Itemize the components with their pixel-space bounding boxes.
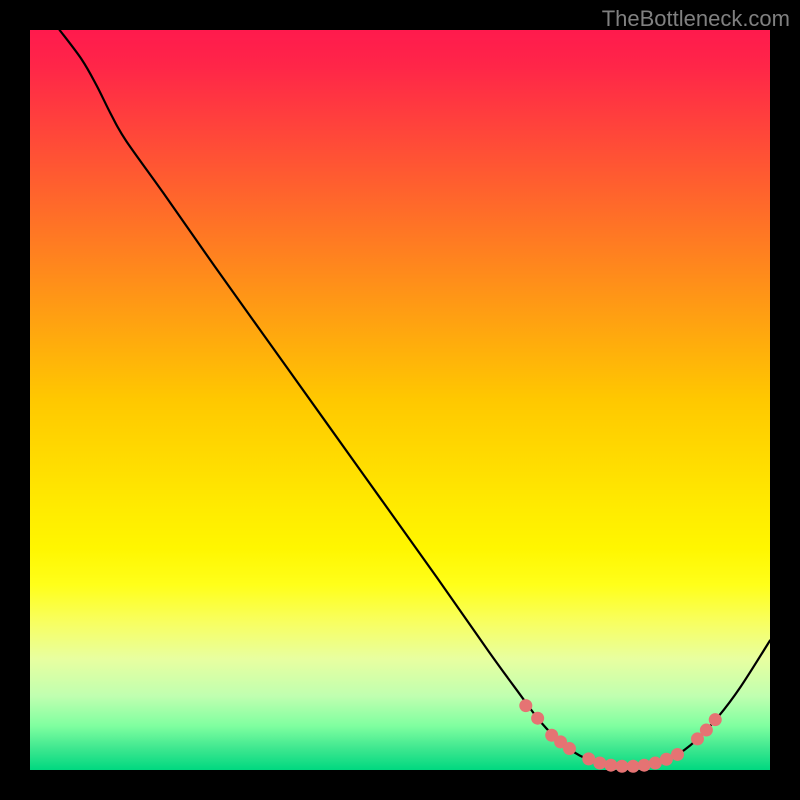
highlight-marker <box>700 724 713 737</box>
highlight-marker <box>638 759 651 772</box>
highlight-marker <box>627 760 640 773</box>
highlight-marker <box>649 756 662 769</box>
highlight-marker <box>604 759 617 772</box>
plot-background <box>30 30 770 770</box>
highlight-marker <box>563 742 576 755</box>
highlight-marker <box>671 748 684 761</box>
highlight-marker <box>531 712 544 725</box>
watermark-label: TheBottleneck.com <box>602 6 790 32</box>
highlight-marker <box>660 753 673 766</box>
bottleneck-chart <box>0 0 800 800</box>
chart-container: TheBottleneck.com <box>0 0 800 800</box>
highlight-marker <box>709 713 722 726</box>
highlight-marker <box>519 699 532 712</box>
highlight-marker <box>616 760 629 773</box>
highlight-marker <box>582 752 595 765</box>
highlight-marker <box>593 756 606 769</box>
